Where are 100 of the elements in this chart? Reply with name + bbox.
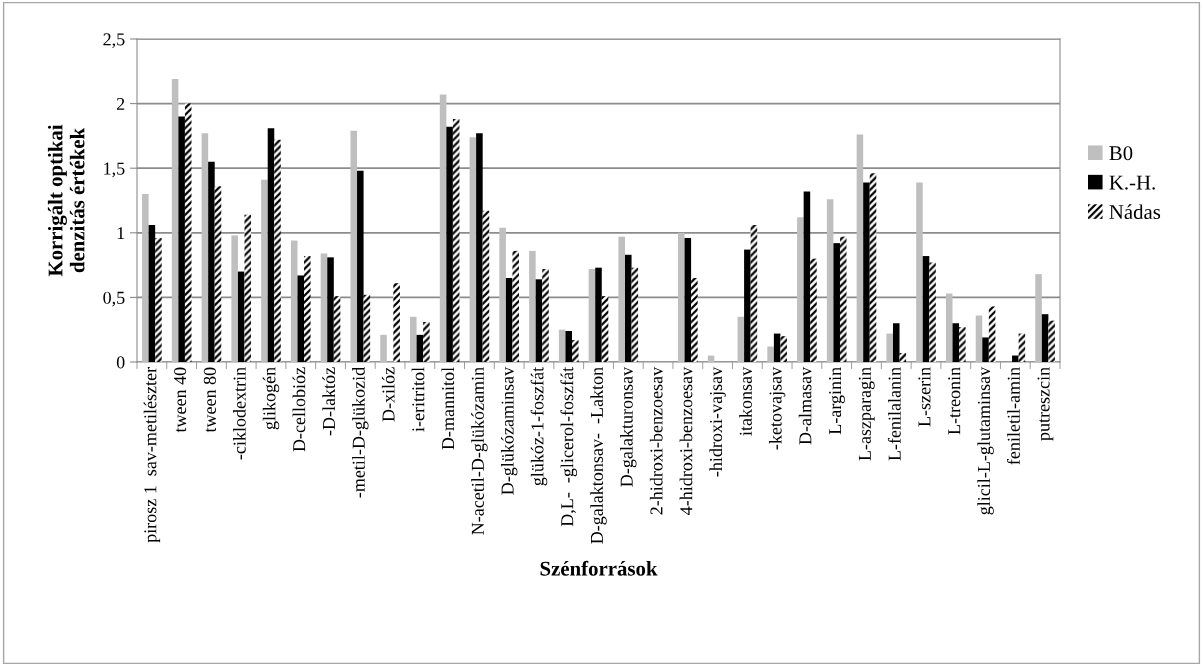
bar	[184, 103, 192, 362]
bar	[423, 321, 430, 362]
bar	[737, 316, 745, 362]
bar	[529, 250, 536, 362]
x-tick-label: D,L- -glicerol-foszfát	[560, 366, 578, 527]
bar	[499, 227, 506, 362]
bar	[512, 250, 519, 362]
bar	[237, 271, 245, 362]
bar	[773, 333, 781, 362]
x-tick-label: D-cellobióz	[292, 367, 306, 452]
x-tick-label: D-galakturonsav	[620, 366, 637, 487]
bar	[982, 337, 989, 362]
bar	[588, 268, 596, 362]
y-tick-label: 1	[117, 227, 125, 240]
bar	[959, 327, 966, 362]
legend-label: B0	[1109, 146, 1133, 161]
bar	[601, 296, 609, 362]
x-tick-label: -ciklodextrin	[233, 367, 246, 460]
bar	[863, 182, 870, 362]
x-tick-label: itakonsav	[739, 366, 752, 436]
bar	[393, 283, 400, 362]
x-tick-label: L-treonin	[948, 367, 961, 435]
legend-label: Nádas	[1109, 204, 1161, 220]
x-tick-label: D-mannitol	[441, 367, 455, 450]
x-tick-label: D-xilóz	[381, 367, 395, 422]
x-tick-label: putreszcin	[1037, 367, 1054, 441]
bar	[542, 268, 549, 362]
bar	[231, 235, 238, 362]
bar	[274, 139, 281, 362]
bar	[869, 173, 877, 362]
y-tick-label: 0	[116, 356, 125, 369]
bar	[178, 116, 185, 362]
bar	[214, 186, 222, 362]
bar	[945, 293, 953, 362]
bar	[155, 237, 162, 362]
bar	[1012, 355, 1019, 362]
bar	[535, 279, 543, 362]
x-tick-label: 2-hidroxi-benzoesav	[649, 366, 663, 515]
bar	[469, 137, 477, 362]
bar	[618, 236, 625, 362]
bar	[304, 256, 311, 362]
bar	[410, 316, 417, 362]
bar	[558, 329, 566, 362]
bar	[803, 191, 811, 362]
bar	[261, 179, 268, 362]
bar	[797, 217, 804, 362]
x-tick-label: 4-hidroxi-benzoesav	[679, 366, 693, 515]
bar	[327, 257, 334, 362]
x-tick-label: D-glükózaminsav	[500, 366, 518, 495]
bar	[952, 323, 960, 362]
bar	[886, 333, 893, 362]
bar	[810, 258, 817, 362]
bar	[357, 170, 364, 362]
x-tick-label: pirosz 1 sav-metilészter	[143, 367, 161, 543]
bar	[988, 306, 996, 362]
bar	[595, 267, 602, 362]
bar	[916, 182, 923, 362]
bar	[446, 126, 453, 362]
bar	[476, 133, 483, 362]
bar	[767, 346, 774, 362]
bar	[780, 336, 787, 362]
y-tick-label: 2,5	[103, 33, 125, 49]
bar	[678, 232, 685, 362]
x-tick-label: -ketovajsav	[768, 366, 786, 450]
bar	[416, 334, 424, 362]
bar	[1018, 333, 1026, 362]
bar	[1048, 320, 1055, 362]
x-tick-label: tween 80	[203, 367, 216, 433]
bar	[380, 334, 387, 362]
bar	[565, 330, 572, 362]
bar	[899, 352, 907, 362]
bar	[922, 256, 930, 362]
x-tick-label: glükóz-1-foszfát	[530, 366, 548, 486]
x-tick-label: glikogén	[262, 367, 280, 430]
x-tick-label: L-aszparagin	[858, 367, 875, 461]
bar	[363, 294, 371, 362]
bar	[572, 340, 579, 362]
x-tick-label: D-almasav	[798, 366, 812, 445]
bar	[208, 161, 215, 362]
x-tick-label: N-acetil-D-glükózamin	[471, 367, 488, 535]
bar	[826, 199, 834, 362]
x-tick-label: feniletil-amin	[1006, 367, 1020, 465]
y-axis-title: Korrigált optikai denzitás értékek	[47, 124, 85, 277]
bar	[439, 94, 447, 362]
bar	[201, 133, 209, 362]
bar	[1035, 274, 1042, 362]
bar	[290, 240, 298, 362]
bar	[333, 296, 341, 362]
bar	[631, 267, 639, 362]
bar	[452, 119, 460, 362]
bar	[505, 278, 513, 362]
y-tick-label: 1,5	[104, 162, 125, 178]
x-tick-label: L-szerin	[918, 367, 931, 427]
x-tick-label: D-galaktonsav- -Lakton	[590, 367, 607, 544]
bar	[244, 214, 252, 362]
bar	[297, 275, 305, 362]
y-tick-label: 2	[116, 97, 125, 110]
legend-label: K.-H.	[1109, 175, 1155, 190]
x-tick-label: glicil-L-glutaminsav	[977, 366, 994, 515]
bar	[892, 323, 900, 362]
